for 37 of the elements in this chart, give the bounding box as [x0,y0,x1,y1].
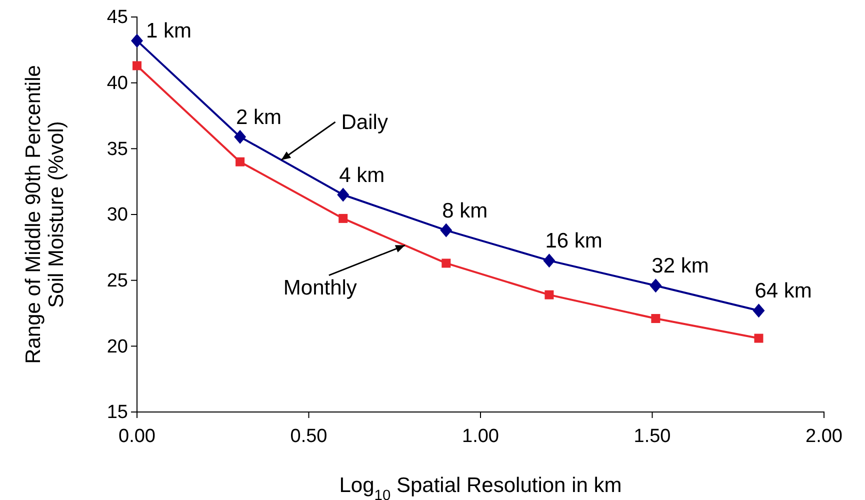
y-tick-label: 15 [106,402,128,424]
x-tick-label: 0.00 [118,426,156,447]
point [752,304,765,318]
x-tick-label: 2.00 [806,426,842,447]
point [132,61,142,70]
y-tick-label: 35 [106,138,128,160]
point [234,130,246,144]
y-tick-label: 45 [106,7,128,28]
point [544,290,554,300]
annotation: 32 km [652,254,709,278]
x-tick-label: 0.50 [290,426,328,447]
point [650,278,662,293]
annotation: 1 km [146,20,192,43]
x-axis-title: Log$_{10}$ Spatial Resolution in km [339,474,622,500]
y-tick-label: 25 [106,270,128,292]
x-tick-label: 1.50 [634,426,671,447]
annotation: 64 km [754,280,812,303]
point [131,34,143,48]
point [651,314,660,324]
point [337,188,350,202]
y-axis-title: Range of Middle 90th Percentile Soil Moisture (%vol) [22,65,68,364]
annotation: 8 km [442,199,488,222]
point [442,258,451,268]
x-tick-label: 1.00 [462,426,499,447]
point [754,334,764,343]
y-tick-label: 20 [106,336,128,358]
point [236,157,245,166]
annotation: 4 km [339,164,385,187]
y-tick-label: 40 [106,72,128,94]
point [440,223,452,238]
text: Daily [341,110,388,134]
annotation: 16 km [545,230,602,253]
point [338,214,348,223]
text: Monthly [283,276,358,300]
y-tick-label: 30 [106,204,128,226]
annotation: 2 km [236,106,282,129]
point [543,254,556,268]
